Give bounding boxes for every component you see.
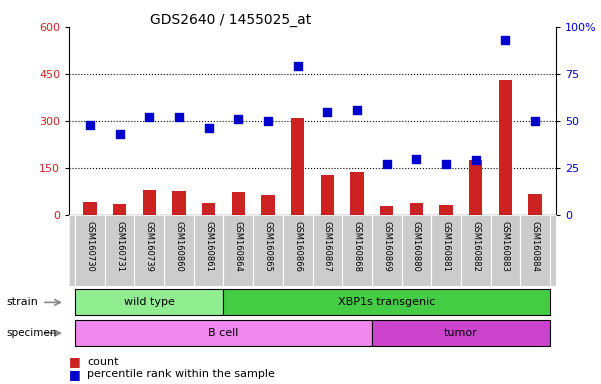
Text: GSM160882: GSM160882 [471,221,480,271]
Bar [499,80,512,215]
Text: GSM160739: GSM160739 [145,221,154,271]
Text: GSM160883: GSM160883 [501,221,510,272]
Text: wild type: wild type [124,297,175,308]
Text: count: count [87,357,118,367]
Point [174,114,184,120]
Bar [75,290,224,315]
Bar [372,320,550,346]
Bar [291,118,304,215]
Bar [75,320,372,346]
Text: ■: ■ [69,368,81,381]
Point [501,37,510,43]
Point [412,156,421,162]
Bar [261,195,275,215]
Bar [113,204,126,215]
Text: GSM160861: GSM160861 [204,221,213,271]
Text: specimen: specimen [6,328,56,338]
Point [530,118,540,124]
Bar [83,202,97,215]
Point [382,161,391,167]
Bar [439,205,453,215]
Text: GSM160860: GSM160860 [174,221,183,271]
Bar [202,203,215,215]
Bar [224,290,550,315]
Text: percentile rank within the sample: percentile rank within the sample [87,369,275,379]
Text: B cell: B cell [209,328,239,338]
Text: GSM160866: GSM160866 [293,221,302,272]
Text: GSM160880: GSM160880 [412,221,421,271]
Bar [142,190,156,215]
Bar [321,175,334,215]
Point [263,118,273,124]
Text: GSM160869: GSM160869 [382,221,391,271]
Text: GSM160730: GSM160730 [85,221,94,271]
Point [85,122,95,128]
Point [234,116,243,122]
Bar [380,206,394,215]
Point [471,157,481,164]
Point [441,161,451,167]
Text: GSM160881: GSM160881 [442,221,451,271]
Bar [172,190,186,215]
Text: tumor: tumor [444,328,478,338]
Text: GSM160865: GSM160865 [263,221,272,271]
Bar [469,160,483,215]
Bar [231,192,245,215]
Text: strain: strain [6,297,38,308]
Text: GDS2640 / 1455025_at: GDS2640 / 1455025_at [150,13,311,27]
Text: GSM160868: GSM160868 [353,221,362,272]
Point [204,126,213,132]
Point [293,63,302,70]
Point [144,114,154,120]
Text: GSM160864: GSM160864 [234,221,243,271]
Bar [528,194,542,215]
Point [352,107,362,113]
Text: GSM160867: GSM160867 [323,221,332,272]
Text: ■: ■ [69,355,81,368]
Bar [350,172,364,215]
Bar [410,203,423,215]
Text: XBP1s transgenic: XBP1s transgenic [338,297,435,308]
Point [323,109,332,115]
Text: GSM160731: GSM160731 [115,221,124,271]
Point [115,131,124,137]
Text: GSM160884: GSM160884 [531,221,540,271]
